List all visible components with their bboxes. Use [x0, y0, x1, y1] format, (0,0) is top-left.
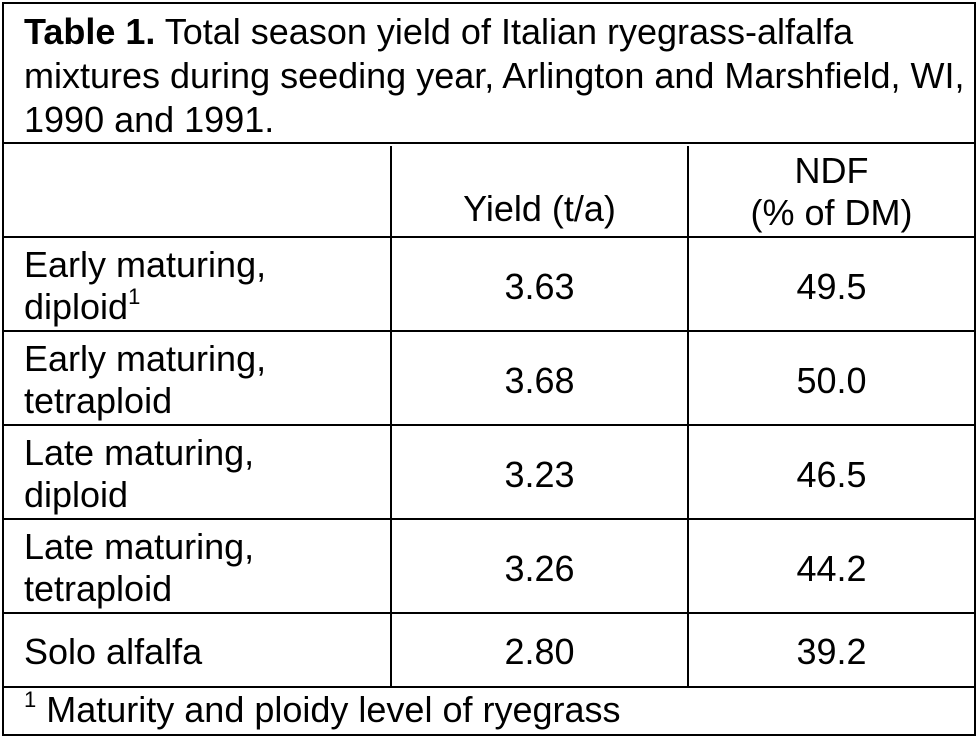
caption-text: Total season yield of Italian ryegrass-a… — [24, 11, 965, 140]
footnote-symbol: 1 — [24, 687, 37, 712]
row-4-label-line2: tetraploid — [24, 568, 173, 609]
row-divider-3 — [4, 518, 974, 520]
row-divider-2 — [4, 424, 974, 426]
footnote-text: Maturity and ploidy level of ryegrass — [36, 689, 621, 730]
row-1-yield: 3.63 — [504, 266, 575, 307]
row-5-yield: 2.80 — [504, 631, 575, 672]
column-divider-2 — [687, 146, 689, 688]
row-2-label-line2: tetraploid — [24, 380, 173, 421]
row-4-yield: 3.26 — [504, 548, 575, 589]
row-4-ndf: 44.2 — [796, 548, 867, 589]
header-ndf-line2: (% of DM) — [750, 192, 913, 233]
row-3-label-line2: diploid — [24, 474, 129, 515]
row-3-ndf: 46.5 — [796, 454, 867, 495]
table-caption: Table 1. Total season yield of Italian r… — [4, 4, 974, 144]
row-3-label-line1: Late maturing, — [24, 432, 255, 473]
column-divider-1 — [390, 146, 392, 688]
header-yield: Yield (t/a) — [463, 188, 616, 229]
caption-label: Table 1. — [24, 11, 156, 52]
row-1-ndf: 49.5 — [796, 266, 867, 307]
row-1-label-line2: diploid1 — [24, 284, 141, 328]
row-divider-4 — [4, 612, 974, 614]
row-4-label-line1: Late maturing, — [24, 526, 255, 567]
row-2-ndf: 50.0 — [796, 360, 867, 401]
header-divider — [4, 236, 974, 238]
row-5-ndf: 39.2 — [796, 631, 867, 672]
footer-divider — [4, 686, 974, 688]
row-2-label-line1: Early maturing, — [24, 338, 267, 379]
row-2-yield: 3.68 — [504, 360, 575, 401]
row-divider-1 — [4, 330, 974, 332]
table-footnote: 1 Maturity and ploidy level of ryegrass — [24, 688, 621, 732]
footnote-mark: 1 — [128, 284, 141, 309]
header-ndf-line1: NDF — [794, 150, 869, 191]
row-3-yield: 3.23 — [504, 454, 575, 495]
row-1-label-line1: Early maturing, — [24, 244, 267, 285]
row-5-label: Solo alfalfa — [24, 631, 203, 672]
